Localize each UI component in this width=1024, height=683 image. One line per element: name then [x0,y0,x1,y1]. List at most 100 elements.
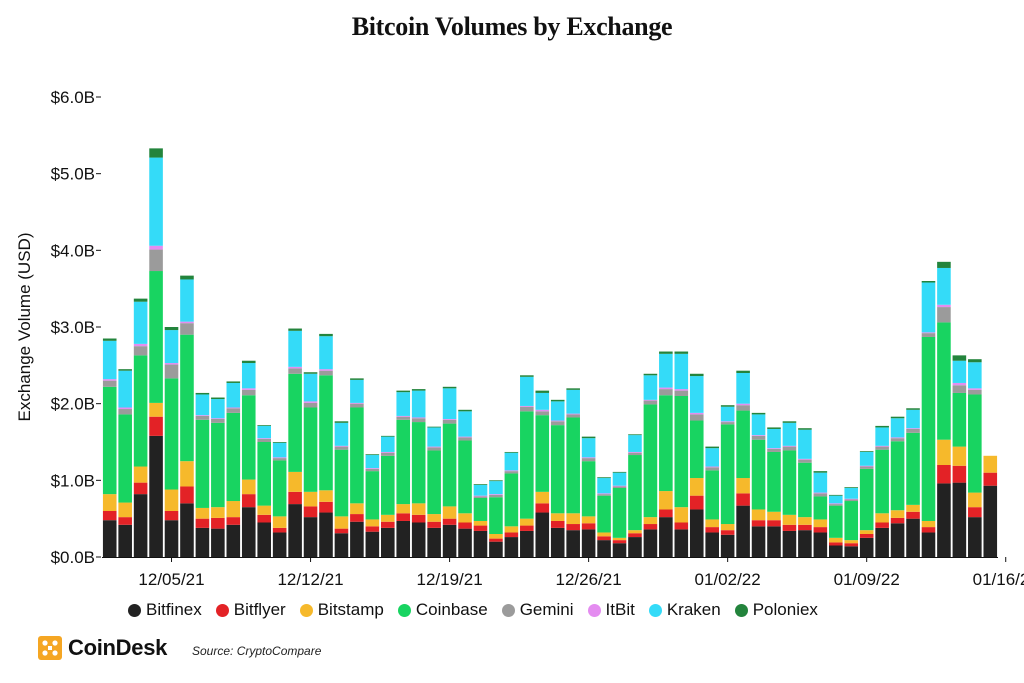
bar-segment-bitfinex [890,523,905,557]
bar-segment-bitfinex [180,503,194,557]
bar-segment-bitflyer [133,482,148,495]
bar-segment-kraken [829,495,843,504]
bar-segment-bitfinex [829,545,843,557]
bar-segment-gemini [427,447,441,451]
bar-segment-kraken [844,488,859,499]
bar-segment-itbit [597,493,611,495]
bar-segment-poloniex [844,487,859,488]
bar-segment-poloniex [241,360,256,364]
bar-segment-poloniex [751,412,766,415]
bar-segment-kraken [149,157,163,246]
x-tick-label: 01/16/22 [973,570,1024,589]
bar-segment-bitfinex [813,532,828,557]
bar-segment-kraken [226,382,241,408]
bar-segment-bitfinex [164,520,179,557]
bar-segment-bitstamp [767,511,781,521]
bar-segment-poloniex [442,386,457,389]
bar-segment-coinbase [149,271,163,403]
bar-segment-kraken [767,428,781,449]
bar-segment-kraken [736,373,750,404]
bar-segment-bitflyer [581,523,596,530]
bar-segment-bitstamp [674,507,689,523]
bar-segment-itbit [921,332,936,334]
bar-segment-bitflyer [844,543,859,547]
bar-segment-kraken [288,330,302,367]
bar-segment-bitflyer [195,518,210,528]
bar-segment-coinbase [396,419,411,505]
bar-segment-kraken [689,376,704,413]
bar-segment-bitflyer [396,513,411,521]
bar-segment-bitfinex [767,526,781,557]
bar-segment-bitstamp [149,402,163,417]
bar-segment-kraken [133,301,148,344]
bar-segment-itbit [612,485,627,487]
bar-segment-bitflyer [813,527,828,533]
bar-segment-itbit [149,245,163,250]
source-note: Source: CryptoCompare [192,644,322,658]
bar-segment-kraken [782,422,797,446]
y-tick-label: $3.0B [51,318,95,337]
bar-segment-gemini [458,437,472,441]
bar-segment-kraken [381,436,395,452]
bar-segment-bitstamp [520,518,534,526]
legend-item-kraken: Kraken [648,600,721,620]
bar-segment-gemini [102,380,117,387]
bar-segment-coinbase [751,439,766,510]
bar-segment-poloniex [612,471,627,473]
bar-segment-bitfinex [628,537,642,557]
bar-segment-bitstamp [566,513,580,525]
bar-segment-bitfinex [550,527,565,557]
bar-segment-coinbase [859,468,874,531]
bar-segment-itbit [241,388,256,390]
bar-segment-bitflyer [921,527,936,533]
bar-segment-bitfinex [674,529,689,557]
bar-segment-kraken [798,429,812,459]
bar-segment-bitflyer [767,520,781,527]
bar-segment-bitfinex [751,526,766,557]
legend-label: Bitstamp [317,600,384,619]
bar-segment-itbit [226,407,241,409]
bar-segment-coinbase [720,424,735,525]
bar-segment-bitfinex [875,527,889,557]
bar-segment-itbit [257,438,271,439]
bar-segment-itbit [458,436,472,438]
bar-segment-bitstamp [381,514,395,522]
y-tick-label: $1.0B [51,471,95,490]
bar-segment-gemini [164,364,179,379]
bar-segment-poloniex [303,372,318,374]
bar-segment-poloniex [133,298,148,302]
bar-segment-coinbase [334,449,349,517]
bar-segment-bitflyer [180,486,194,504]
bar-segment-bitstamp [829,537,843,543]
bar-segment-gemini [535,411,550,416]
bar-segment-gemini [705,467,719,471]
bar-segment-bitflyer [381,521,395,528]
bar-segment-poloniex [350,378,364,380]
bar-segment-bitflyer [736,493,750,506]
legend-label: Kraken [666,600,721,619]
x-tick-label: 12/26/21 [556,570,622,589]
bar-segment-itbit [890,437,905,439]
bar-segment-bitstamp [581,516,596,524]
bar-segment-bitflyer [890,517,905,524]
bar-segment-coinbase [504,473,519,527]
bar-segment-gemini [411,418,426,423]
bar-segment-gemini [952,385,967,393]
bar-segment-coinbase [133,355,148,467]
bar-segment-bitstamp [875,513,889,523]
bar-segment-coinbase [890,441,905,511]
coindesk-logo-icon [38,636,62,660]
bar-segment-bitflyer [566,524,580,531]
bar-segment-kraken [118,370,132,408]
bar-segment-bitflyer [303,506,318,518]
bar-segment-bitstamp [442,506,457,519]
bar-segment-bitstamp [597,532,611,537]
bar-segment-poloniex [921,281,936,283]
bar-segment-bitstamp [241,479,256,495]
bar-segment-bitflyer [350,514,364,522]
bar-segment-gemini [782,446,797,451]
bar-segment-bitfinex [705,532,719,557]
bar-segment-bitfinex [396,520,411,557]
bar-segment-bitflyer [968,507,982,518]
bar-segment-itbit [303,401,318,403]
